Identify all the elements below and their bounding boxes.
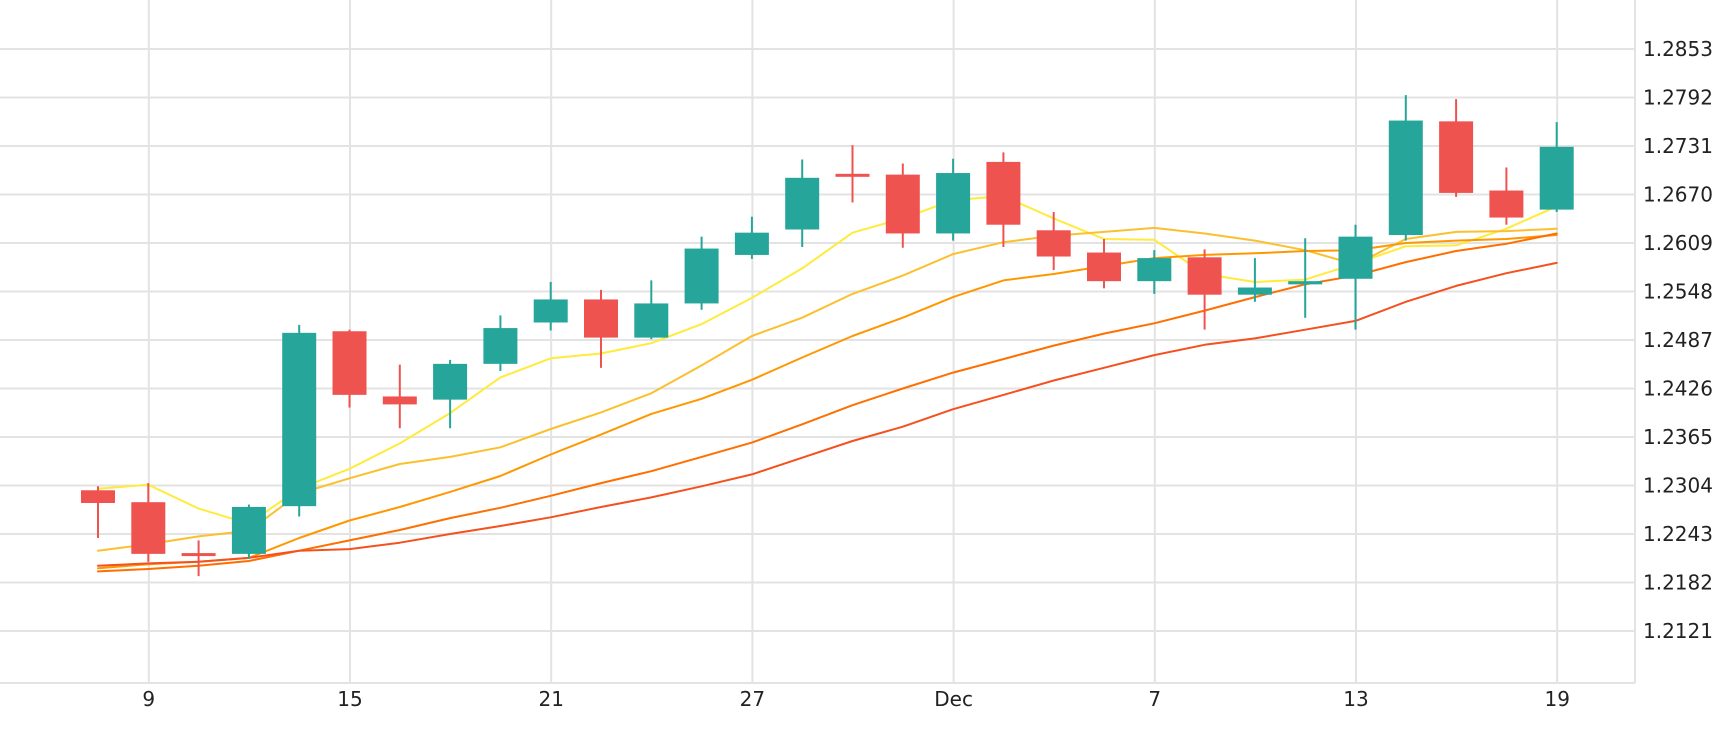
y-tick-label: 1.2548 — [1643, 280, 1713, 304]
candle-up — [1288, 238, 1323, 318]
candle-down — [81, 486, 115, 538]
x-tick-label: 13 — [1343, 687, 1368, 711]
candle-body — [785, 177, 820, 230]
candle-body — [1237, 287, 1272, 295]
candle-up — [1237, 258, 1272, 302]
y-tick-label: 1.2304 — [1643, 474, 1713, 498]
candle-up — [1338, 224, 1373, 330]
x-tick-label: 15 — [337, 687, 362, 711]
candle-body — [1288, 281, 1323, 285]
y-tick-label: 1.2731 — [1643, 134, 1713, 158]
candle-body — [1439, 121, 1474, 193]
moving-average-line-5 — [97, 261, 1558, 567]
y-tick-label: 1.2670 — [1643, 183, 1713, 207]
candle-up — [634, 280, 669, 340]
x-tick-label: 27 — [740, 687, 765, 711]
candle-up — [1137, 250, 1172, 294]
candle-body — [936, 173, 971, 234]
candle-down — [382, 364, 417, 429]
candle-body — [1539, 146, 1574, 210]
candle-body — [986, 161, 1021, 225]
candle-body — [1388, 120, 1423, 236]
candle-down — [835, 145, 870, 203]
candle-down — [1489, 167, 1524, 225]
moving-average-line-4 — [97, 232, 1558, 573]
axes: 1.2853 1.2792 1.2731 1.2670 1.2609 1.2548 1.24… — [0, 0, 1713, 711]
candle-body — [131, 502, 166, 554]
candle-body — [1338, 236, 1373, 279]
candle-body — [584, 299, 618, 338]
x-tick-label: 21 — [538, 687, 563, 711]
y-tick-label: 1.2609 — [1643, 231, 1713, 255]
candle-body — [634, 303, 669, 338]
candle-body — [1187, 257, 1222, 295]
y-tick-label: 1.2121 — [1643, 619, 1713, 643]
candle-down — [1087, 239, 1121, 289]
candle-up — [483, 315, 518, 372]
candle-down — [181, 540, 216, 577]
grid — [0, 0, 1635, 683]
x-tick-label: Dec — [934, 687, 973, 711]
y-tick-label: 1.2182 — [1643, 571, 1713, 595]
candle-body — [684, 248, 719, 304]
x-tick-label: 9 — [142, 687, 155, 711]
candle-body — [1489, 190, 1524, 218]
candle-up — [231, 504, 266, 559]
y-tick-label: 1.2792 — [1643, 86, 1713, 110]
y-tick-label: 1.2243 — [1643, 522, 1713, 546]
y-tick-label: 1.2487 — [1643, 328, 1713, 352]
candle-up — [684, 236, 719, 310]
candle-body — [81, 490, 115, 503]
candle-down — [332, 329, 367, 408]
candle-body — [533, 299, 568, 323]
candle-body — [483, 328, 518, 364]
candle-up — [282, 324, 317, 517]
candle-body — [181, 553, 216, 557]
candle-body — [835, 173, 870, 177]
candles — [81, 95, 1574, 577]
candle-up — [1388, 95, 1423, 241]
candle-down — [986, 152, 1021, 247]
candle-up — [433, 359, 468, 429]
candle-down — [131, 483, 166, 562]
candle-body — [231, 506, 266, 554]
moving-average-line-3 — [97, 234, 1558, 570]
candle-down — [1187, 249, 1222, 330]
candle-body — [734, 232, 769, 255]
candle-body — [282, 332, 317, 507]
moving-average-lines — [97, 195, 1558, 573]
candle-down — [1439, 99, 1474, 197]
candle-down — [584, 289, 618, 368]
candle-body — [885, 174, 920, 234]
candle-up — [734, 216, 769, 259]
moving-average-line-1 — [97, 195, 1558, 525]
candle-up — [533, 281, 568, 331]
candle-body — [332, 331, 367, 395]
x-tick-label: 7 — [1148, 687, 1161, 711]
y-tick-label: 1.2853 — [1643, 37, 1713, 61]
candle-up — [936, 158, 971, 241]
candle-up — [1539, 122, 1574, 212]
candle-body — [433, 363, 468, 400]
candle-body — [382, 396, 417, 405]
y-tick-label: 1.2426 — [1643, 377, 1713, 401]
candle-body — [1137, 258, 1172, 282]
candle-body — [1087, 252, 1121, 282]
x-tick-label: 19 — [1544, 687, 1569, 711]
candle-down — [885, 163, 920, 248]
moving-average-line-2 — [97, 226, 1558, 552]
candle-up — [785, 159, 820, 247]
candle-body — [1036, 230, 1071, 257]
y-tick-label: 1.2365 — [1643, 425, 1713, 449]
candle-down — [1036, 211, 1071, 271]
